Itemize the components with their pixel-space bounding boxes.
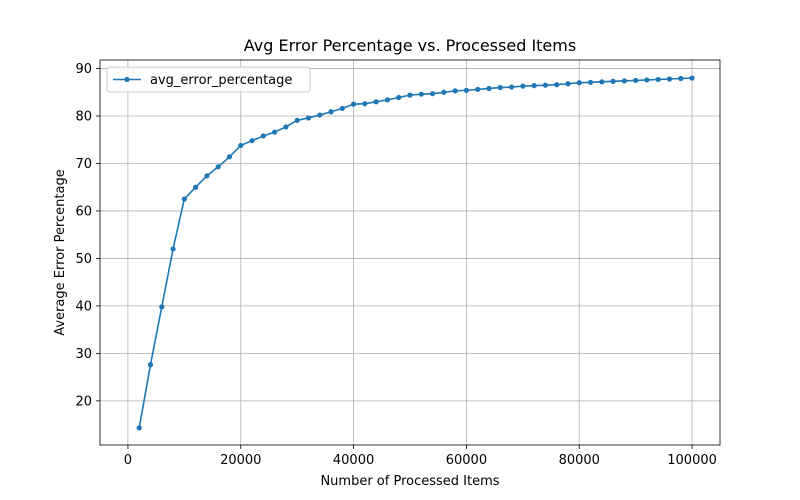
- x-tick-label: 100000: [667, 453, 717, 468]
- data-point: [305, 115, 312, 121]
- y-tick-label: 40: [75, 299, 92, 314]
- data-point: [294, 117, 300, 123]
- data-point: [666, 76, 673, 82]
- data-point: [565, 81, 571, 87]
- data-point: [159, 304, 165, 310]
- data-point: [317, 112, 323, 118]
- y-tick-label: 80: [75, 110, 92, 125]
- data-point: [520, 83, 526, 89]
- data-point: [441, 89, 447, 95]
- data-point: [689, 75, 695, 81]
- data-point: [396, 94, 402, 101]
- data-point: [486, 85, 492, 92]
- y-tick-label: 50: [75, 252, 92, 267]
- data-point: [610, 78, 616, 84]
- data-point: [328, 109, 334, 115]
- chart-title: Avg Error Percentage vs. Processed Items: [244, 36, 576, 55]
- data-point: [204, 173, 210, 179]
- data-point: [260, 133, 266, 139]
- y-tick-label: 70: [75, 157, 92, 172]
- plot-frame: [99, 59, 721, 446]
- data-point: [215, 164, 221, 170]
- data-point: [531, 83, 537, 89]
- data-point: [238, 142, 244, 149]
- x-axis-label: Number of Processed Items: [320, 474, 499, 489]
- legend-box: [106, 66, 311, 93]
- x-tick-label: 80000: [559, 453, 600, 468]
- grid-lines: [100, 60, 720, 445]
- data-point: [373, 99, 379, 105]
- data-point: [678, 75, 684, 82]
- data-point: [272, 129, 278, 135]
- data-point: [339, 105, 345, 112]
- data-point: [147, 362, 154, 368]
- legend: avg_error_percentage: [106, 66, 311, 93]
- data-point: [350, 101, 357, 107]
- data-point: [170, 246, 176, 252]
- data-point: [554, 82, 560, 88]
- data-point: [193, 184, 199, 190]
- data-point: [497, 84, 503, 91]
- y-tick-label: 90: [75, 62, 92, 77]
- data-point: [463, 87, 470, 93]
- y-axis-label: Average Error Percentage: [53, 169, 68, 335]
- x-tick-label: 40000: [333, 453, 374, 468]
- data-point: [475, 86, 481, 93]
- data-point: [407, 92, 413, 98]
- data-point: [429, 91, 436, 97]
- x-tick-label: 0: [124, 453, 132, 468]
- data-point: [576, 80, 582, 86]
- y-tick-label: 60: [75, 204, 92, 219]
- data-point: [136, 425, 142, 431]
- data-point: [599, 79, 605, 85]
- y-tick-label: 30: [75, 347, 92, 362]
- data-point: [621, 78, 627, 84]
- data-point: [384, 97, 391, 103]
- x-tick-label: 60000: [446, 453, 487, 468]
- x-tick-label: 20000: [220, 453, 261, 468]
- series-layer: [136, 75, 695, 431]
- data-point: [418, 91, 424, 97]
- axis-ticks: 0 20000 40000 60000 80000 100000 20 30 40 50 60 70 8…: [75, 62, 716, 468]
- data-point: [655, 76, 661, 83]
- legend-point-marker: [124, 76, 130, 83]
- data-point: [508, 84, 515, 90]
- data-point: [452, 88, 458, 94]
- data-point: [362, 101, 368, 107]
- y-tick-label: 20: [75, 394, 92, 409]
- data-point: [283, 124, 289, 130]
- data-point: [644, 77, 650, 83]
- data-point: [587, 79, 594, 85]
- legend-entry-label: avg_error_percentage: [150, 73, 292, 88]
- data-point: [542, 82, 548, 88]
- data-point: [633, 77, 639, 84]
- data-point: [249, 138, 255, 144]
- data-point: [226, 154, 233, 160]
- data-point: [181, 196, 187, 202]
